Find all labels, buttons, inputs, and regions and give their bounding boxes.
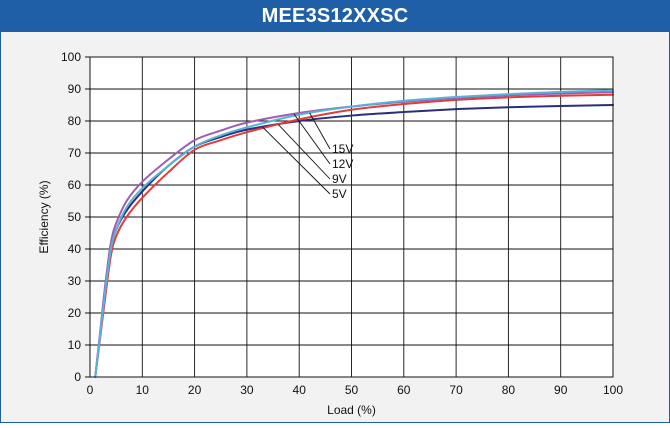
label-leaders xyxy=(262,112,331,195)
grid xyxy=(85,56,613,378)
x-tick-label: 60 xyxy=(397,383,411,397)
x-tick-label: 70 xyxy=(449,383,463,397)
series-lines xyxy=(94,89,614,378)
x-tick-label: 0 xyxy=(87,383,94,397)
x-tick-label: 50 xyxy=(345,383,359,397)
y-axis-label: Efficiency (%) xyxy=(37,180,51,253)
x-tick-label: 20 xyxy=(188,383,202,397)
y-tick-label: 70 xyxy=(68,146,82,160)
x-tick-label: 100 xyxy=(603,383,623,397)
x-tick-label: 30 xyxy=(240,383,254,397)
leader-line xyxy=(309,112,331,150)
plot-border xyxy=(89,56,614,378)
x-axis-label: Load (%) xyxy=(327,403,376,417)
x-tick-label: 90 xyxy=(554,383,568,397)
leader-line xyxy=(293,113,331,165)
leader-line xyxy=(262,126,331,195)
leader-line xyxy=(277,124,331,180)
y-tick-label: 40 xyxy=(68,242,82,256)
y-tick-label: 10 xyxy=(68,338,82,352)
y-tick-label: 80 xyxy=(68,114,82,128)
series-label-15v: 15V xyxy=(332,142,353,156)
tick-labels: 0 10 20 30 40 50 60 70 80 90 100 0 10 20 30 40 50 60 70 80 9… xyxy=(61,50,623,397)
y-tick-label: 30 xyxy=(68,274,82,288)
x-tick-label: 80 xyxy=(502,383,516,397)
series-label-9v: 9V xyxy=(332,172,347,186)
y-tick-label: 20 xyxy=(68,306,82,320)
y-tick-label: 0 xyxy=(74,370,81,384)
y-tick-label: 90 xyxy=(68,82,82,96)
series-line-15v xyxy=(94,89,614,378)
series-label-12v: 12V xyxy=(332,157,353,171)
series-label-5v: 5V xyxy=(332,187,347,201)
x-tick-label: 40 xyxy=(293,383,307,397)
x-tick-label: 10 xyxy=(136,383,150,397)
y-tick-label: 60 xyxy=(68,178,82,192)
y-tick-label: 100 xyxy=(61,50,81,64)
y-tick-label: 50 xyxy=(68,210,82,224)
chart-title: MEE3S12XXSC xyxy=(1,1,669,32)
